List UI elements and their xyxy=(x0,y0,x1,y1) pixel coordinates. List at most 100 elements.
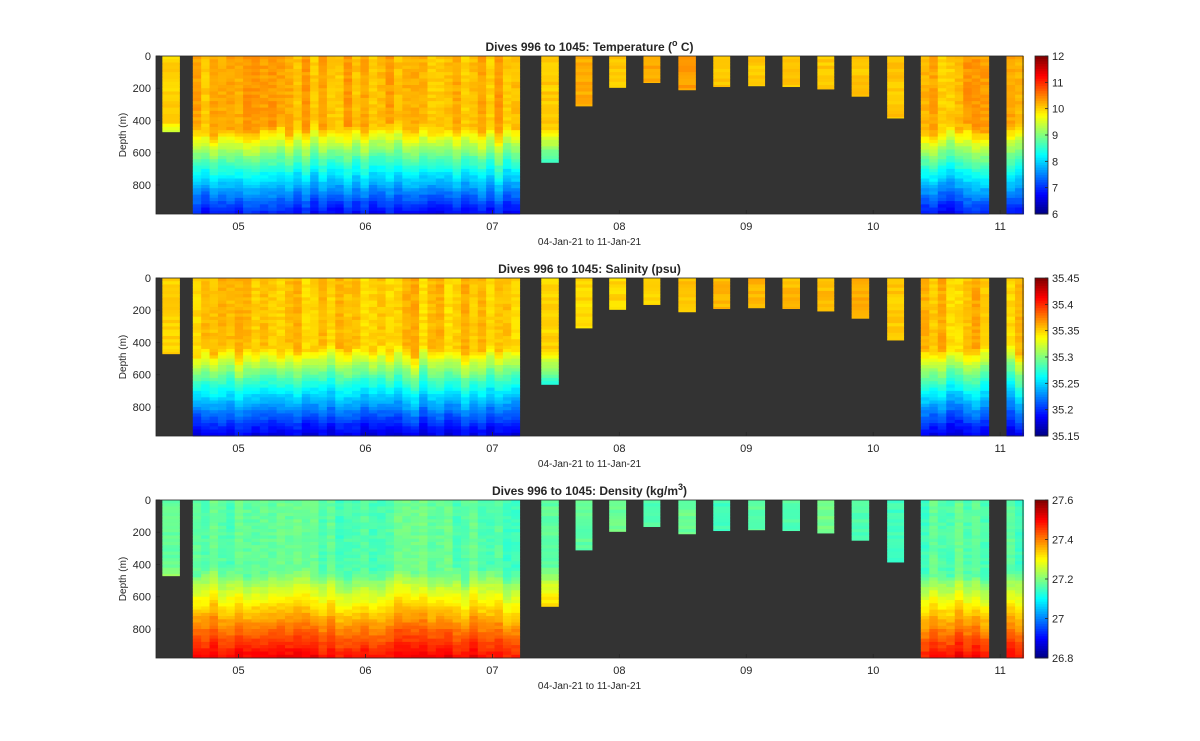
data-cell xyxy=(511,85,521,89)
data-cell xyxy=(251,406,261,411)
data-cell xyxy=(419,281,428,285)
data-cell xyxy=(234,352,244,356)
data-cell xyxy=(444,358,454,363)
data-cell xyxy=(946,110,956,115)
data-cell xyxy=(452,313,462,318)
data-cell xyxy=(541,290,559,295)
data-cell xyxy=(318,197,328,202)
data-cell xyxy=(217,400,227,405)
data-cell xyxy=(226,397,236,401)
data-cell xyxy=(541,130,559,134)
data-cell xyxy=(452,136,462,141)
data-cell xyxy=(444,197,454,202)
data-cell xyxy=(393,284,403,289)
data-cell xyxy=(929,429,939,434)
data-cell xyxy=(201,339,210,343)
data-cell xyxy=(326,423,336,427)
data-cell xyxy=(209,303,219,308)
data-cell xyxy=(1006,88,1016,92)
data-cell xyxy=(477,316,487,321)
data-cell xyxy=(217,307,227,311)
data-cell xyxy=(713,68,731,73)
data-cell xyxy=(259,352,269,356)
data-cell xyxy=(920,75,930,79)
data-cell xyxy=(226,101,236,105)
data-cell xyxy=(427,294,437,298)
data-cell xyxy=(937,162,947,167)
data-cell xyxy=(419,168,428,173)
dive-column xyxy=(920,278,990,437)
data-cell xyxy=(486,345,495,350)
data-cell xyxy=(259,345,269,350)
data-cell xyxy=(1006,65,1016,70)
data-cell xyxy=(243,377,252,382)
data-cell xyxy=(268,159,278,163)
data-cell xyxy=(494,307,504,311)
data-cell xyxy=(385,310,395,314)
data-cell xyxy=(402,94,412,99)
data-cell xyxy=(377,101,386,105)
data-cell xyxy=(678,307,696,311)
data-cell xyxy=(209,358,219,363)
data-cell xyxy=(259,139,269,144)
data-cell xyxy=(946,207,956,212)
data-cell xyxy=(368,336,378,340)
data-cell xyxy=(259,377,269,382)
data-cell xyxy=(461,110,470,115)
data-cell xyxy=(419,75,428,79)
data-cell xyxy=(318,191,328,196)
data-cell xyxy=(226,159,236,163)
data-cell xyxy=(162,352,180,355)
data-cell xyxy=(920,339,930,343)
data-cell xyxy=(162,94,180,99)
data-cell xyxy=(268,426,278,430)
data-cell xyxy=(226,426,236,430)
data-cell xyxy=(452,120,462,125)
data-cell xyxy=(301,419,311,424)
data-cell xyxy=(511,168,521,173)
data-cell xyxy=(268,410,278,414)
data-cell xyxy=(575,294,593,298)
data-cell xyxy=(937,191,947,196)
data-cell xyxy=(541,78,559,83)
data-cell xyxy=(259,56,269,60)
data-cell xyxy=(251,290,261,295)
data-cell xyxy=(963,78,973,83)
data-cell xyxy=(301,191,311,196)
data-cell xyxy=(937,201,947,205)
data-cell xyxy=(368,139,378,144)
data-cell xyxy=(410,146,420,150)
data-cell xyxy=(410,290,420,295)
data-cell xyxy=(946,348,956,353)
data-cell xyxy=(377,56,386,60)
data-cell xyxy=(192,355,202,360)
data-cell xyxy=(217,133,227,138)
data-cell xyxy=(486,303,495,308)
data-cell xyxy=(343,65,353,70)
data-cell xyxy=(937,394,947,398)
data-cell xyxy=(427,410,437,414)
data-cell xyxy=(461,204,470,208)
data-cell xyxy=(946,300,956,305)
data-cell xyxy=(335,178,345,183)
data-cell xyxy=(980,136,990,141)
data-cell xyxy=(444,188,454,192)
data-cell xyxy=(352,278,361,282)
data-cell xyxy=(343,91,353,96)
data-cell xyxy=(293,426,303,430)
data-cell xyxy=(502,384,512,389)
data-cell xyxy=(285,159,294,163)
data-cell xyxy=(326,159,336,163)
data-cell xyxy=(310,403,319,408)
data-cell xyxy=(461,94,470,99)
data-cell xyxy=(980,201,990,205)
data-cell xyxy=(980,139,990,144)
data-cell xyxy=(201,329,210,334)
data-cell xyxy=(335,155,345,160)
data-cell xyxy=(541,62,559,67)
data-cell xyxy=(444,81,454,86)
data-cell xyxy=(209,361,219,366)
data-cell xyxy=(954,188,964,192)
data-cell xyxy=(461,381,470,385)
data-cell xyxy=(502,348,512,353)
